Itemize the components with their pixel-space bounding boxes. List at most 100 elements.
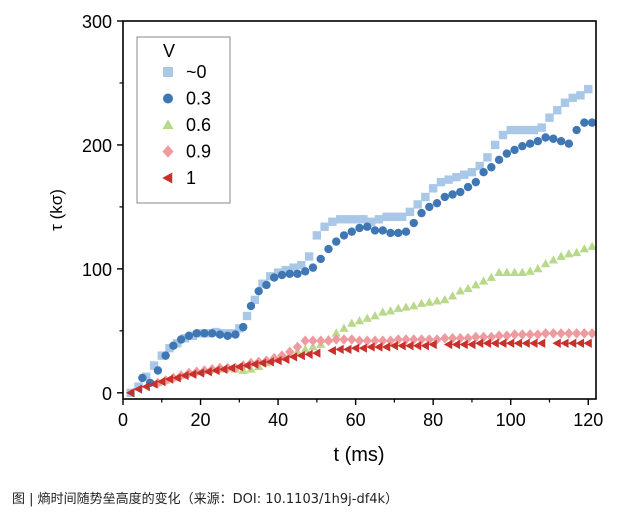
data-point [366,217,376,226]
legend-marker [163,93,173,104]
data-point [300,335,310,347]
data-point [467,168,477,177]
data-point [436,177,446,187]
data-point [288,352,298,362]
data-point [541,133,550,142]
data-point [567,338,577,348]
data-point [265,357,274,367]
data-point [393,334,403,345]
data-point [223,331,232,340]
data-point [273,355,282,366]
data-point [200,329,209,338]
data-point [386,228,395,238]
data-point [440,333,450,344]
data-point [327,346,336,356]
data-point [510,145,519,155]
data-point [471,280,481,289]
data-point [502,330,512,342]
data-point [483,153,492,162]
data-point [335,215,345,224]
data-point [571,247,582,257]
data-point [509,329,520,340]
data-point [548,255,558,264]
data-point [448,190,457,199]
data-point [525,266,535,275]
data-point [498,338,507,348]
plot-frame [122,20,597,400]
data-point [316,254,325,264]
data-point [390,212,399,222]
data-point [517,267,527,276]
data-point [425,202,434,212]
data-point [231,330,240,339]
data-point [242,311,252,321]
data-point [536,338,546,348]
data-point [571,328,582,339]
data-point [424,334,434,345]
data-point [405,341,414,351]
data-point [498,130,508,140]
data-point [447,291,458,300]
data-point [490,140,500,150]
legend-label: ~0 [186,62,207,82]
data-point [487,163,496,172]
x-tick-label: 100 [496,410,526,430]
data-point [296,351,305,361]
data-point [355,223,364,233]
data-point [385,335,396,347]
data-point [452,172,461,182]
data-point [474,338,484,348]
legend-marker [162,119,174,129]
legend-items: ~0 0.3 0.6 0.9 1 [162,62,211,188]
data-point [409,334,419,345]
y-tick-label: 100 [82,260,112,280]
data-point [381,342,391,352]
data-point [300,344,310,353]
data-point [556,328,566,339]
x-tick-label: 80 [423,410,443,430]
data-point [339,323,349,332]
data-point [323,335,334,347]
data-point [494,155,504,165]
data-point [416,334,427,345]
data-point [560,98,570,107]
data-point [363,222,372,231]
data-point [579,244,589,253]
data-point [250,295,260,305]
data-point [447,333,458,344]
data-point [560,338,569,348]
data-point [440,295,450,304]
data-point [463,182,473,192]
data-point [549,134,558,143]
legend-label: 1 [186,168,196,188]
data-point [273,268,283,277]
x-tick-label: 40 [268,410,288,430]
data-point [328,217,337,226]
data-point [370,226,380,235]
data-point [444,175,453,184]
data-point [149,361,159,370]
data-point [443,339,453,350]
data-point [270,273,279,282]
data-point [378,307,388,316]
data-point [587,241,597,250]
data-point [149,379,158,389]
data-point [533,329,543,340]
data-point [564,328,574,339]
data-point [401,227,411,236]
data-point [211,365,220,376]
data-point [301,267,310,276]
data-point [374,215,384,224]
data-point [312,231,322,240]
data-point [587,118,597,127]
data-point [428,184,438,193]
data-point [502,267,512,276]
data-point [409,218,418,228]
data-point [576,91,585,100]
plot-marks [125,84,597,398]
data-point [389,341,398,351]
data-point [362,313,372,322]
x-tick-label: 60 [346,410,366,430]
x-tick-label: 20 [191,410,211,430]
data-point [238,322,248,332]
